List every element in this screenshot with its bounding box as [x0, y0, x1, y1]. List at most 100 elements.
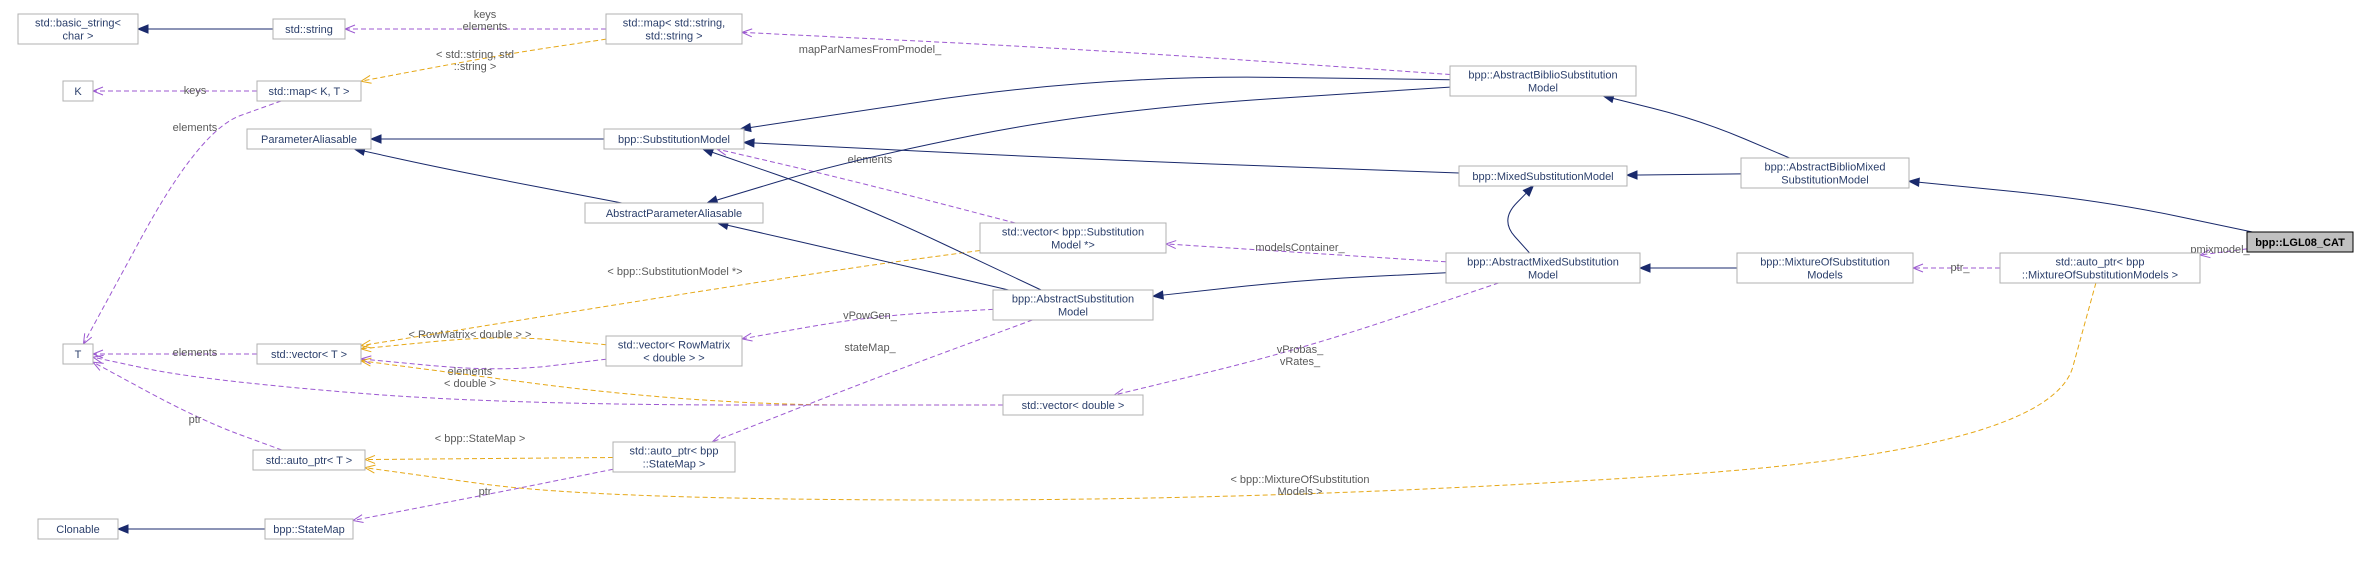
node-K[interactable]: K: [63, 81, 93, 101]
edge-AbsBiblioSub-to-AbsParamAlias: [707, 87, 1450, 203]
edge-AbsBiblioMixed-to-MixedSubModel: [1627, 174, 1741, 175]
node-label: < double > >: [643, 352, 704, 364]
edge-label: elements: [173, 122, 218, 134]
node-label: bpp::MixedSubstitutionModel: [1472, 171, 1613, 183]
node-MixedSubModel[interactable]: bpp::MixedSubstitutionModel: [1459, 166, 1627, 186]
node-label: std::auto_ptr< T >: [266, 455, 352, 467]
edge-label: Models >: [1278, 486, 1323, 498]
edge-label: elements: [463, 21, 508, 33]
node-auto_ptr_T[interactable]: std::auto_ptr< T >: [253, 450, 365, 470]
edge-label: keys: [474, 9, 497, 21]
edge-label: ptr: [479, 486, 492, 498]
node-label: Model: [1528, 82, 1558, 94]
node-basic_string[interactable]: std::basic_string<char >: [18, 14, 138, 44]
node-AbsSubModel[interactable]: bpp::AbstractSubstitutionModel: [993, 290, 1153, 320]
edge-label: vProbas_: [1277, 344, 1324, 356]
node-label: std::map< K, T >: [269, 86, 350, 98]
edge-label: < std::string, std: [436, 49, 514, 61]
edge-label: modelsContainer_: [1255, 242, 1345, 254]
node-label: std::basic_string<: [35, 17, 121, 29]
node-label: T: [75, 349, 82, 361]
node-vector_RowMatrix[interactable]: std::vector< RowMatrix< double > >: [606, 336, 742, 366]
node-label: bpp::LGL08_CAT: [2255, 237, 2345, 249]
node-label: bpp::AbstractSubstitution: [1012, 293, 1134, 305]
node-label: ::MixtureOfSubstitutionModels >: [2022, 269, 2178, 281]
edge-LGL08_CAT-to-AbsBiblioMixed: [1909, 181, 2252, 232]
node-MixtureOfSub[interactable]: bpp::MixtureOfSubstitutionModels: [1737, 253, 1913, 283]
node-auto_ptr_StateMap[interactable]: std::auto_ptr< bpp::StateMap >: [613, 442, 735, 472]
edge-label: < RowMatrix< double > >: [409, 329, 532, 341]
edge-label: ::string >: [454, 61, 497, 73]
node-auto_ptr_Mixture[interactable]: std::auto_ptr< bpp::MixtureOfSubstitutio…: [2000, 253, 2200, 283]
edge-label: elements: [848, 154, 893, 166]
node-label: std::auto_ptr< bpp: [2056, 256, 2145, 268]
class-collaboration-diagram: keyselementselementsptrkeyselements< std…: [0, 0, 2359, 584]
edge-AbsBiblioSub-to-SubstitutionModel: [741, 77, 1450, 129]
edge-label: elements: [173, 347, 218, 359]
node-label: std::string >: [645, 30, 702, 42]
node-label: Model: [1528, 269, 1558, 281]
node-map_string_string[interactable]: std::map< std::string,std::string >: [606, 14, 742, 44]
node-AbsBiblioMixed[interactable]: bpp::AbstractBiblioMixedSubstitutionMode…: [1741, 158, 1909, 188]
edges-layer: keyselementselementsptrkeyselements< std…: [83, 9, 2252, 529]
edge-label: vPowGen_: [843, 310, 898, 322]
edge-label: elements: [448, 366, 493, 378]
node-StateMap[interactable]: bpp::StateMap: [265, 519, 353, 539]
edge-label: mapParNamesFromPmodel_: [799, 44, 942, 56]
node-label: bpp::MixtureOfSubstitution: [1760, 256, 1890, 268]
edge-AbsMixedSub-to-AbsSubModel: [1153, 273, 1446, 296]
edge-label: < bpp::StateMap >: [435, 433, 526, 445]
node-label: Clonable: [56, 524, 99, 536]
node-label: bpp::StateMap: [273, 524, 345, 536]
edge-label: < bpp::SubstitutionModel *>: [607, 266, 742, 278]
edge-AbsMixedSub-to-vector_double: [1114, 283, 1498, 395]
node-SubstitutionModel[interactable]: bpp::SubstitutionModel: [604, 129, 744, 149]
node-label: bpp::AbstractMixedSubstitution: [1467, 256, 1619, 268]
node-label: K: [74, 86, 82, 98]
node-AbsMixedSub[interactable]: bpp::AbstractMixedSubstitutionModel: [1446, 253, 1640, 283]
edge-label: stateMap_: [844, 342, 896, 354]
node-label: Model: [1058, 306, 1088, 318]
node-std_vector_T[interactable]: std::vector< T >: [257, 344, 361, 364]
edge-label: ptr: [189, 414, 202, 426]
node-AbsParamAlias[interactable]: AbstractParameterAliasable: [585, 203, 763, 223]
node-label: SubstitutionModel: [1781, 174, 1868, 186]
edge-label: vRates_: [1280, 356, 1321, 368]
edge-AbsBiblioMixed-to-AbsBiblioSub: [1603, 96, 1789, 158]
node-label: std::vector< double >: [1022, 400, 1125, 412]
node-label: Model *>: [1051, 239, 1095, 251]
edge-vector_double-to-T: [93, 357, 1003, 405]
node-std_string[interactable]: std::string: [273, 19, 345, 39]
node-vector_SubModelPtr[interactable]: std::vector< bpp::SubstitutionModel *>: [980, 223, 1166, 253]
node-ParamAlias[interactable]: ParameterAliasable: [247, 129, 371, 149]
node-LGL08_CAT[interactable]: bpp::LGL08_CAT: [2247, 232, 2353, 252]
node-label: std::vector< bpp::Substitution: [1002, 226, 1144, 238]
edge-AbsMixedSub-to-MixedSubModel: [1508, 186, 1533, 253]
edge-label: keys: [184, 85, 207, 97]
node-label: std::map< std::string,: [623, 17, 725, 29]
node-vector_double[interactable]: std::vector< double >: [1003, 395, 1143, 415]
edge-AbsParamAlias-to-ParamAlias: [354, 149, 621, 203]
node-std_map_KT[interactable]: std::map< K, T >: [257, 81, 361, 101]
node-label: Models: [1807, 269, 1843, 281]
node-label: ::StateMap >: [643, 458, 706, 470]
node-T[interactable]: T: [63, 344, 93, 364]
edge-auto_ptr_StateMap-to-auto_ptr_T: [365, 458, 613, 460]
node-Clonable[interactable]: Clonable: [38, 519, 118, 539]
node-label: std::string: [285, 24, 333, 36]
node-label: std::auto_ptr< bpp: [630, 445, 719, 457]
edge-label: < double >: [444, 378, 496, 390]
nodes-layer: std::basic_string<char >KTClonable std::s…: [18, 14, 2353, 539]
edge-label: < bpp::MixtureOfSubstitution: [1230, 474, 1369, 486]
node-label: std::vector< RowMatrix: [618, 339, 731, 351]
node-label: bpp::SubstitutionModel: [618, 134, 730, 146]
edge-label: ptr_: [1951, 262, 1971, 274]
node-label: AbstractParameterAliasable: [606, 208, 742, 220]
edge-AbsSubModel-to-auto_ptr_StateMap: [712, 320, 1032, 442]
node-label: bpp::AbstractBiblioSubstitution: [1468, 69, 1617, 81]
node-label: char >: [63, 30, 94, 42]
node-AbsBiblioSub[interactable]: bpp::AbstractBiblioSubstitutionModel: [1450, 66, 1636, 96]
edge-AbsSubModel-to-AbsParamAlias: [718, 223, 1009, 290]
node-label: bpp::AbstractBiblioMixed: [1764, 161, 1885, 173]
node-label: ParameterAliasable: [261, 134, 357, 146]
